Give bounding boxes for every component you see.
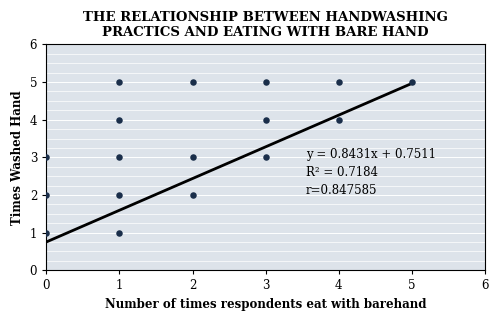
Point	[116, 155, 124, 160]
Point	[188, 155, 196, 160]
Title: THE RELATIONSHIP BETWEEN HANDWASHING
PRACTICS AND EATING WITH BARE HAND: THE RELATIONSHIP BETWEEN HANDWASHING PRA…	[83, 11, 448, 39]
Point	[335, 80, 343, 85]
Point	[262, 117, 270, 122]
Point	[116, 193, 124, 198]
Point	[408, 80, 416, 85]
Y-axis label: Times Washed Hand: Times Washed Hand	[11, 90, 24, 225]
Point	[116, 117, 124, 122]
Point	[42, 193, 50, 198]
Point	[116, 80, 124, 85]
Point	[262, 80, 270, 85]
Point	[262, 155, 270, 160]
Point	[116, 230, 124, 235]
Point	[188, 193, 196, 198]
X-axis label: Number of times respondents eat with barehand: Number of times respondents eat with bar…	[105, 298, 426, 311]
Point	[188, 80, 196, 85]
Point	[42, 230, 50, 235]
Point	[335, 117, 343, 122]
Point	[42, 155, 50, 160]
Text: y = 0.8431x + 0.7511
R² = 0.7184
r=0.847585: y = 0.8431x + 0.7511 R² = 0.7184 r=0.847…	[306, 148, 436, 197]
